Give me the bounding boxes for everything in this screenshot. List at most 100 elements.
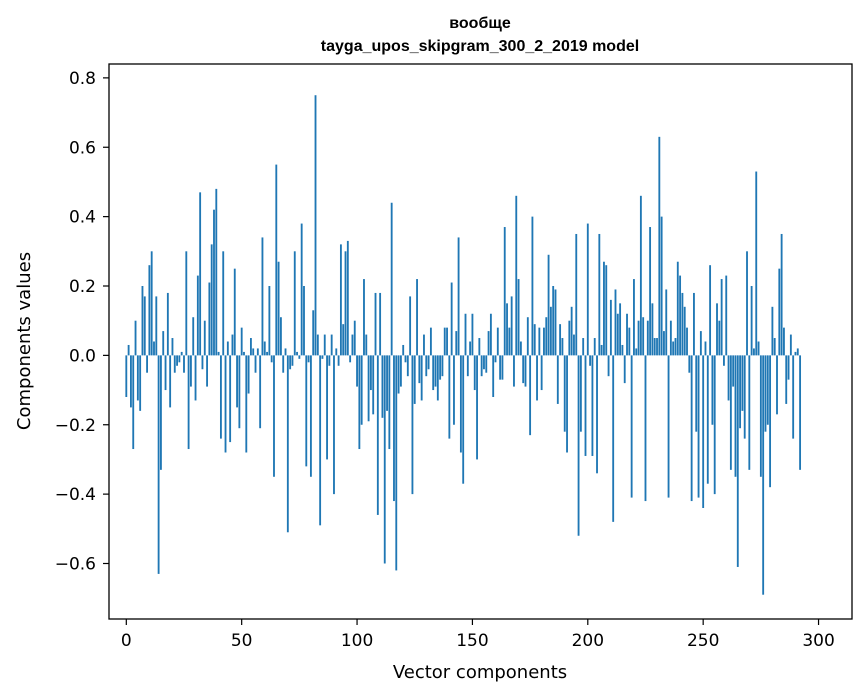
bar xyxy=(178,355,181,363)
bar xyxy=(360,355,363,425)
x-tick-label: 50 xyxy=(231,631,253,651)
bar xyxy=(635,348,638,356)
x-axis-label: Vector components xyxy=(393,662,567,683)
bar xyxy=(293,251,296,356)
bar xyxy=(676,261,679,356)
bar xyxy=(307,355,310,363)
bar xyxy=(510,296,513,356)
bar xyxy=(259,355,262,429)
bar xyxy=(363,279,365,356)
bar xyxy=(425,355,428,377)
bar xyxy=(183,355,185,373)
bar xyxy=(593,338,596,356)
bar xyxy=(309,355,312,477)
bar xyxy=(134,320,137,356)
bar xyxy=(399,355,402,387)
bar xyxy=(219,355,222,439)
bar xyxy=(358,355,361,450)
bar xyxy=(513,355,515,387)
bar xyxy=(508,327,511,356)
bar xyxy=(538,327,541,356)
bar xyxy=(612,355,615,522)
bar xyxy=(268,286,271,356)
bar xyxy=(296,351,298,356)
bar xyxy=(406,355,409,377)
bar xyxy=(231,334,234,356)
bar xyxy=(157,355,160,574)
bar xyxy=(552,286,555,356)
bar xyxy=(286,355,289,533)
x-tick-label: 0 xyxy=(121,631,132,651)
bar xyxy=(709,265,712,356)
bar xyxy=(217,351,220,356)
bar xyxy=(607,355,610,377)
bar xyxy=(483,355,485,370)
bar xyxy=(319,355,322,526)
bar xyxy=(536,355,538,401)
bar xyxy=(434,355,437,387)
bar xyxy=(716,303,718,356)
bar xyxy=(289,355,292,370)
bar xyxy=(556,355,559,404)
bar xyxy=(459,355,462,453)
bar xyxy=(762,355,765,595)
bar xyxy=(367,355,370,422)
bar xyxy=(621,344,624,356)
x-tick-label: 150 xyxy=(456,631,488,651)
bar xyxy=(589,355,592,366)
bar xyxy=(266,351,268,356)
bar xyxy=(270,355,273,363)
bar xyxy=(243,351,245,356)
bar xyxy=(563,355,566,432)
bar xyxy=(766,355,769,425)
bar xyxy=(335,348,338,356)
bar xyxy=(215,188,218,356)
bar xyxy=(339,244,342,356)
bar xyxy=(713,355,716,495)
bar xyxy=(388,355,391,450)
bar xyxy=(663,331,665,356)
bar xyxy=(531,216,534,356)
bar xyxy=(330,334,333,356)
bar xyxy=(238,355,241,429)
bar xyxy=(171,338,174,356)
bar xyxy=(372,355,375,415)
y-axis-label: Components values xyxy=(14,252,35,430)
bar xyxy=(427,355,430,370)
bar xyxy=(667,355,670,498)
bar xyxy=(554,289,557,356)
bar xyxy=(441,355,444,377)
bar xyxy=(688,355,691,373)
bar xyxy=(616,313,619,356)
bar xyxy=(337,355,340,366)
bar xyxy=(379,292,382,356)
bar xyxy=(386,355,388,411)
bar xyxy=(374,292,377,356)
bar xyxy=(240,327,243,356)
y-tick-label: 0.8 xyxy=(69,69,96,89)
bar xyxy=(480,355,483,377)
x-tick-label: 250 xyxy=(687,631,719,651)
bar xyxy=(799,355,802,470)
bar xyxy=(743,355,746,439)
plot-frame xyxy=(108,63,853,620)
bar xyxy=(649,227,652,356)
bar xyxy=(222,251,225,356)
bar xyxy=(263,341,266,356)
bar xyxy=(143,296,146,356)
bar xyxy=(409,296,412,356)
bar xyxy=(642,317,645,356)
bar xyxy=(139,355,142,411)
bar xyxy=(284,348,287,356)
bar xyxy=(732,355,735,387)
bar xyxy=(393,355,395,502)
bar xyxy=(499,355,502,380)
bar xyxy=(132,355,135,450)
bar xyxy=(192,317,195,356)
bar xyxy=(543,327,545,356)
bar xyxy=(224,355,227,453)
bar xyxy=(383,355,386,564)
bar xyxy=(711,355,714,425)
bar xyxy=(390,202,393,356)
bar xyxy=(173,355,176,373)
